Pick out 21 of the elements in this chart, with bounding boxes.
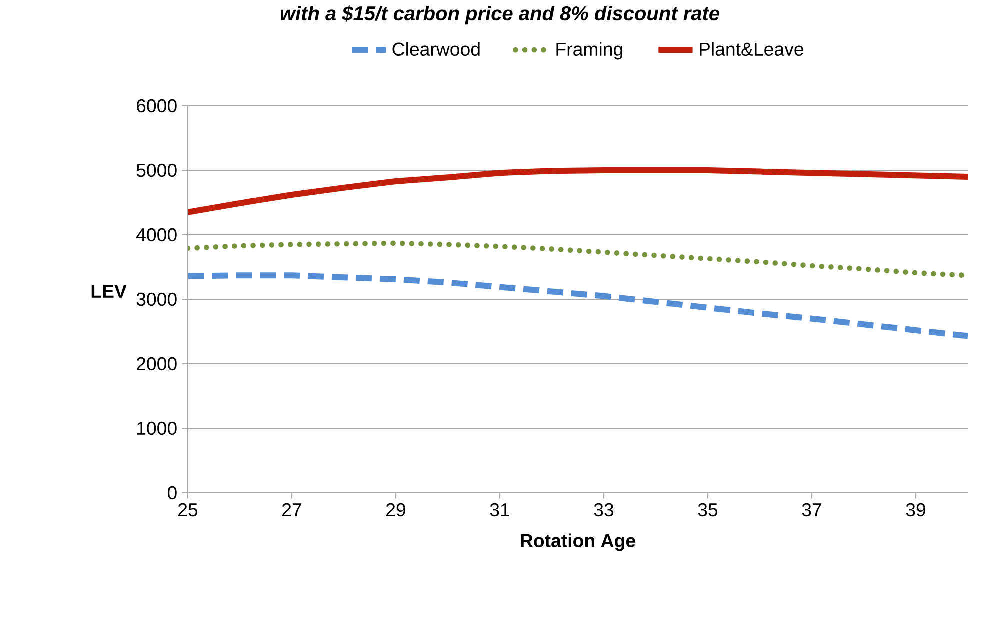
y-tick-label: 4000 [136,228,177,242]
y-tick-label: 5000 [136,164,177,178]
x-tick-label: 35 [698,503,718,517]
x-tick-label: 33 [594,503,614,517]
x-axis-title: Rotation Age [521,534,636,552]
y-tick-label: 2000 [137,357,177,371]
y-tick-label: 6000 [137,99,177,113]
y-tick-label: 1000 [137,422,177,436]
legend-label: Clearwood [392,42,480,56]
x-tick-label: 37 [802,503,822,517]
x-tick-label: 29 [386,503,406,517]
x-tick-label: 39 [906,503,926,517]
y-tick-label: 3000 [136,292,177,306]
x-tick-label: 27 [282,503,302,516]
legend-label: Framing [556,42,622,60]
legend-label: Plant&Leave [700,42,804,56]
x-tick-label: 25 [178,503,198,517]
chart-title: with a $15/t carbon price and 8% discount rate [280,6,720,25]
y-axis-title: LEV [92,285,127,298]
x-tick-label: 31 [490,503,510,517]
y-tick-label: 0 [168,486,177,500]
